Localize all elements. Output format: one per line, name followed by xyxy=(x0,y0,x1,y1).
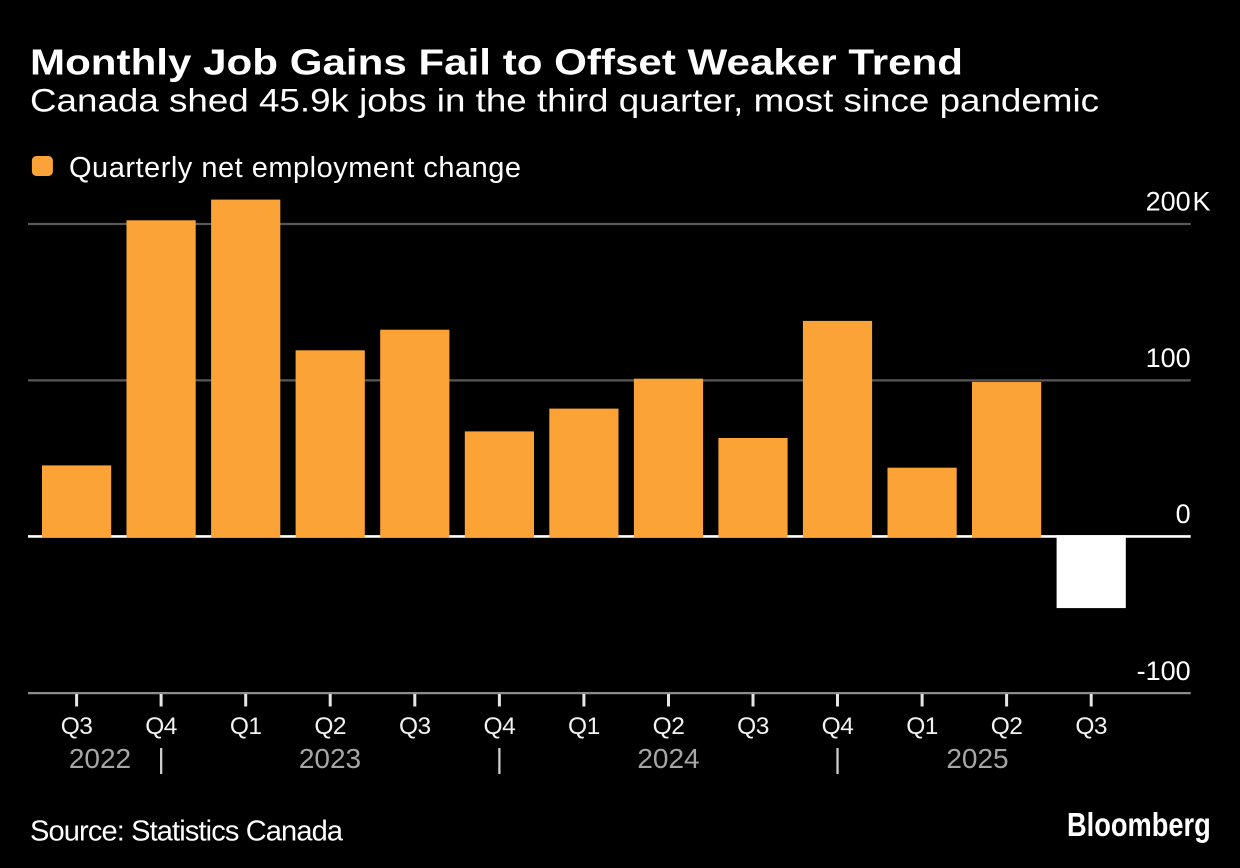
svg-text:200: 200 xyxy=(1146,187,1191,217)
svg-text:100: 100 xyxy=(1146,343,1191,373)
svg-text:Q2: Q2 xyxy=(314,713,346,740)
svg-text:2025: 2025 xyxy=(946,743,1008,774)
svg-text:Canada shed 45.9k jobs in the: Canada shed 45.9k jobs in the third quar… xyxy=(30,83,1099,119)
svg-text:Q3: Q3 xyxy=(61,713,93,740)
svg-text:-100: -100 xyxy=(1137,656,1191,686)
svg-text:Q4: Q4 xyxy=(484,713,516,740)
svg-text:2023: 2023 xyxy=(299,743,361,774)
svg-text:|: | xyxy=(157,743,164,774)
svg-text:|: | xyxy=(496,743,503,774)
svg-text:Bloomberg: Bloomberg xyxy=(1067,806,1211,843)
svg-text:Q3: Q3 xyxy=(399,713,431,740)
svg-text:Q4: Q4 xyxy=(145,713,177,740)
svg-text:Q3: Q3 xyxy=(737,713,769,740)
svg-text:Q1: Q1 xyxy=(906,713,938,740)
svg-text:Q3: Q3 xyxy=(1075,713,1107,740)
svg-text:Monthly Job Gains Fail to Offs: Monthly Job Gains Fail to Offset Weaker … xyxy=(30,42,963,83)
svg-text:K: K xyxy=(1193,187,1211,217)
svg-text:Source: Statistics Canada: Source: Statistics Canada xyxy=(30,815,344,847)
svg-text:Q1: Q1 xyxy=(230,713,262,740)
svg-text:0: 0 xyxy=(1176,499,1191,529)
svg-text:Q4: Q4 xyxy=(822,713,854,740)
svg-text:Q2: Q2 xyxy=(653,713,685,740)
svg-text:Q1: Q1 xyxy=(568,713,600,740)
svg-text:Q2: Q2 xyxy=(991,713,1023,740)
svg-text:2024: 2024 xyxy=(637,743,699,774)
svg-text:2022: 2022 xyxy=(69,743,131,774)
svg-text:Quarterly net employment chang: Quarterly net employment change xyxy=(69,152,521,184)
svg-text:|: | xyxy=(834,743,841,774)
